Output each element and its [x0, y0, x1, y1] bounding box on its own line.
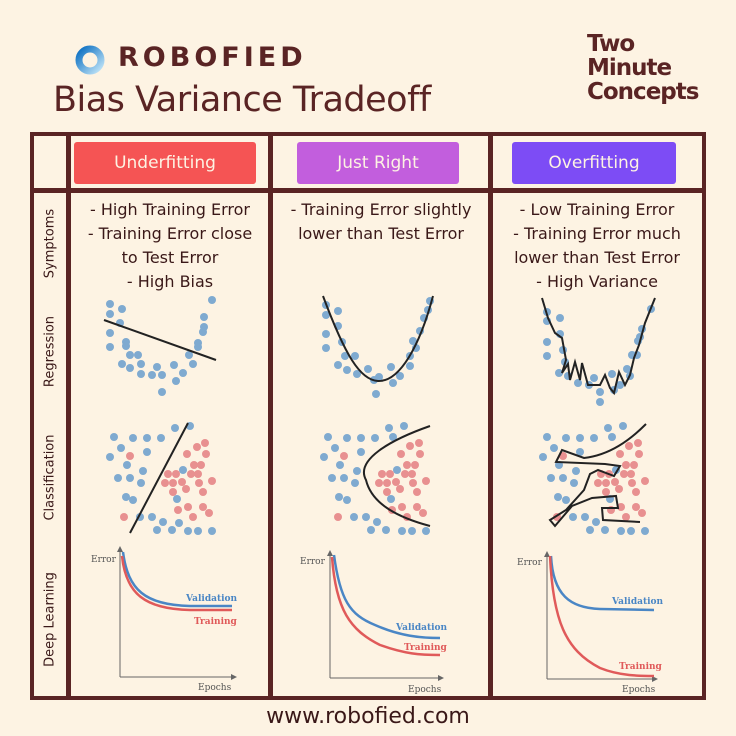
classification-underfitting — [106, 422, 216, 535]
symptom-line: - High Variance — [536, 272, 658, 291]
header-overfitting: Overfitting — [512, 142, 676, 184]
symptom-line: lower than Test Error — [514, 248, 680, 267]
comparison-table — [30, 132, 706, 700]
validation-label: Validation — [611, 597, 664, 607]
header-just-right: Just Right — [297, 142, 459, 184]
symptom-line: - High Training Error — [90, 200, 250, 219]
symptom-line: - Training Error slightly — [290, 200, 472, 219]
symptom-line: - High Bias — [126, 272, 214, 291]
brand-name: ROBOFIED — [118, 42, 307, 73]
column-divider — [268, 132, 273, 700]
symptoms-underfitting: - High Training Error - Training Error c… — [72, 198, 268, 294]
symptoms-overfitting: - Low Training Error - Training Error mu… — [494, 198, 700, 294]
classification-just-right — [320, 422, 431, 535]
training-label: Training — [194, 617, 238, 627]
symptom-line: - Training Error much — [513, 224, 681, 243]
x-axis-label: Epochs — [408, 685, 442, 695]
header-underfitting: Underfitting — [74, 142, 256, 184]
symptom-line: to Test Error — [121, 248, 219, 267]
validation-label: Validation — [395, 623, 448, 633]
ring-logo-icon — [75, 45, 105, 75]
series-title: Two Minute Concepts — [587, 31, 699, 105]
symptom-line: lower than Test Error — [298, 224, 464, 243]
y-axis-label: Error — [91, 555, 117, 565]
y-axis-label: Error — [300, 557, 326, 567]
regression-underfitting — [106, 296, 216, 396]
chart-just-right: Error Epochs Validation Training — [300, 550, 448, 695]
chart-overfitting: Error Epochs Validation Training — [517, 551, 664, 695]
x-axis-label: Epochs — [622, 685, 656, 695]
symptom-line: - Low Training Error — [519, 200, 675, 219]
series-word: Minute — [587, 55, 672, 81]
classification-overfitting — [539, 422, 649, 535]
validation-label: Validation — [185, 594, 238, 604]
symptom-line: - Training Error close — [87, 224, 253, 243]
header-divider — [30, 188, 706, 193]
x-axis-label: Epochs — [198, 683, 232, 693]
y-axis-label: Error — [517, 558, 543, 568]
series-word: Concepts — [587, 79, 699, 105]
series-word: Two — [587, 31, 635, 57]
chart-underfitting: Error Epochs Validation Training — [91, 546, 238, 693]
page-title: Bias Variance Tradeoff — [53, 80, 431, 120]
training-label: Training — [619, 662, 663, 672]
symptoms-just-right: - Training Error slightly lower than Tes… — [274, 198, 488, 246]
row-label-divider — [66, 132, 71, 700]
footer-url[interactable]: www.robofied.com — [266, 704, 470, 729]
column-divider — [488, 132, 493, 700]
training-label: Training — [404, 643, 448, 653]
